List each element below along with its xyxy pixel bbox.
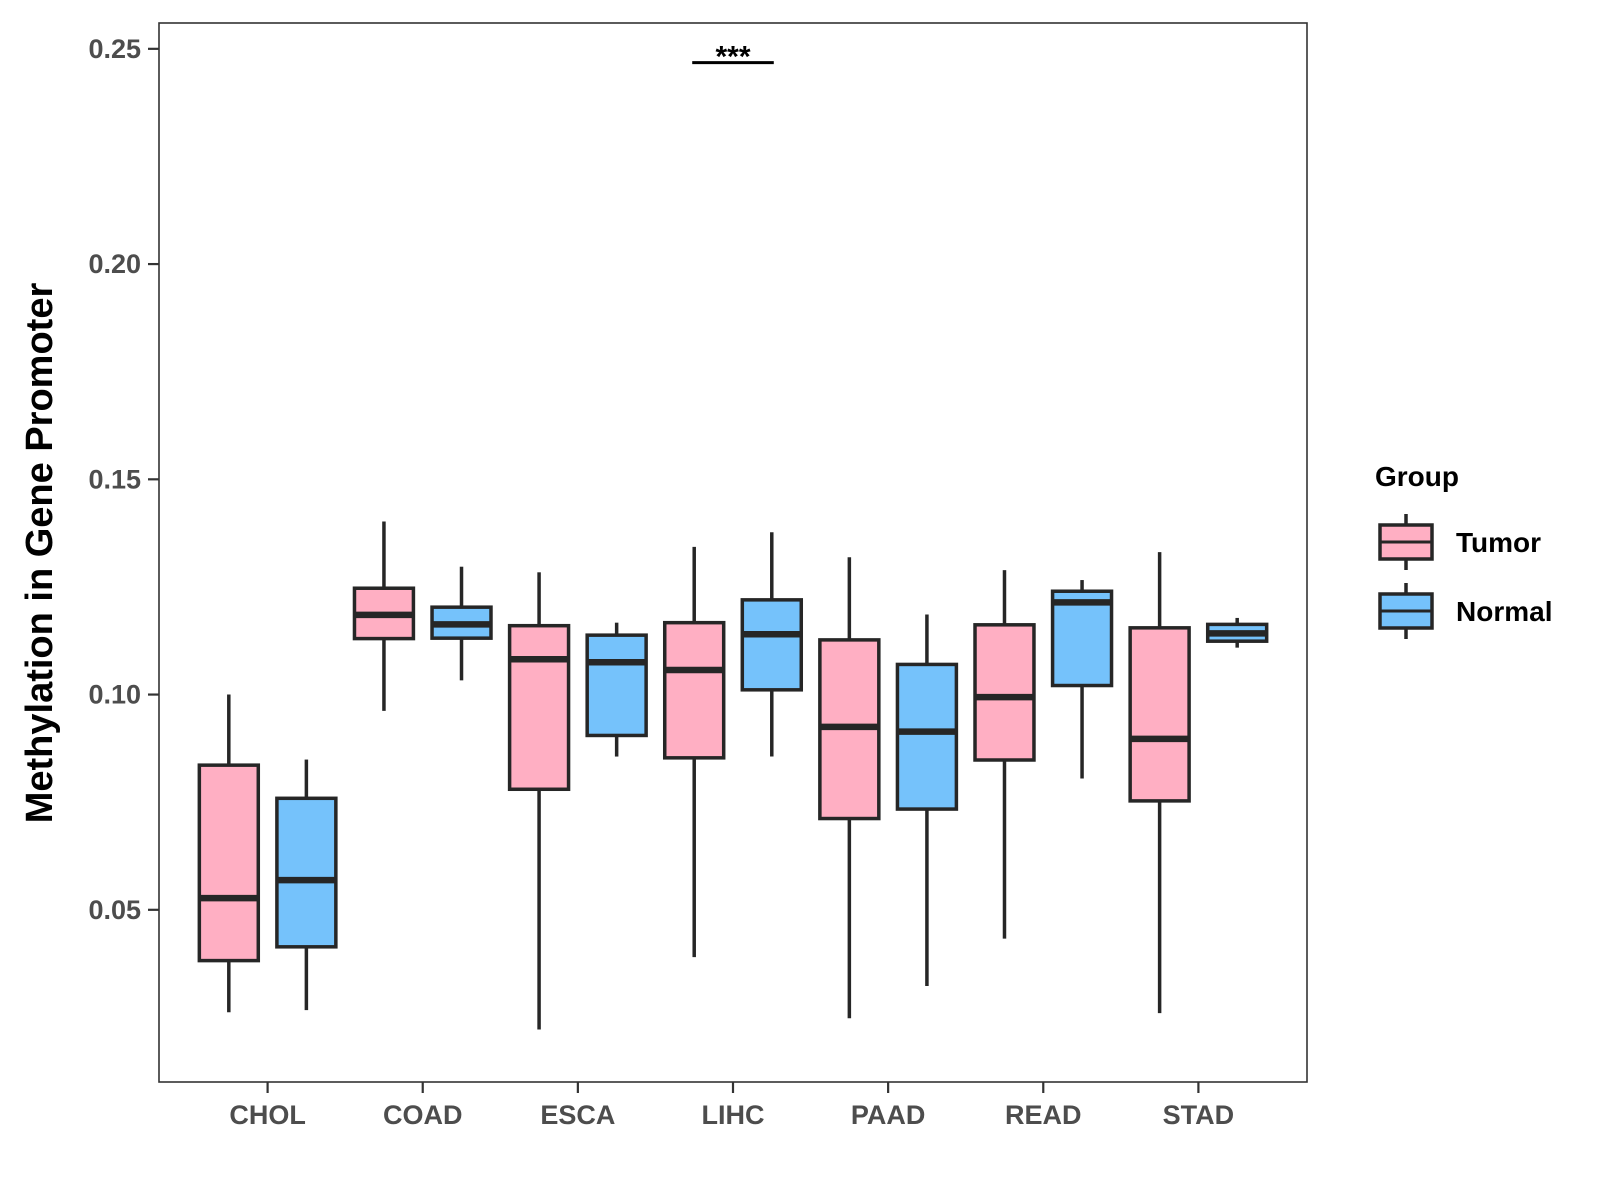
x-axis: CHOL COAD ESCA LIHC PAAD READ STAD — [229, 1082, 1234, 1130]
box-tumor-paad — [818, 557, 881, 1019]
box-normal-stad — [1205, 617, 1269, 648]
legend: Group Tumor Normal — [1375, 461, 1552, 639]
legend-title: Group — [1375, 461, 1459, 492]
box-tumor-coad — [352, 521, 416, 711]
x-tick-label: STAD — [1163, 1100, 1235, 1130]
x-tick-label: PAAD — [851, 1100, 926, 1130]
boxes-layer — [197, 521, 1269, 1030]
x-tick-label: CHOL — [229, 1100, 306, 1130]
box-tumor-chol — [197, 694, 261, 1013]
box-iqr — [1050, 589, 1114, 688]
box-normal-read — [1050, 580, 1114, 779]
box-iqr — [197, 763, 261, 963]
box-tumor-lihc — [662, 546, 726, 958]
box-iqr — [895, 662, 959, 811]
significance-label: *** — [715, 41, 750, 74]
box-normal-esca — [585, 622, 648, 757]
y-axis-title: Methylation in Gene Promoter — [19, 283, 61, 824]
y-tick-label: 0.15 — [88, 464, 141, 494]
y-tick-label: 0.25 — [88, 34, 141, 64]
legend-label: Tumor — [1456, 527, 1541, 558]
y-tick-label: 0.05 — [88, 895, 141, 925]
series-normal — [275, 532, 1269, 1011]
box-normal-chol — [275, 759, 338, 1011]
legend-label: Normal — [1456, 596, 1552, 627]
x-tick-label: COAD — [383, 1100, 463, 1130]
box-iqr — [740, 598, 804, 692]
box-tumor-esca — [507, 572, 571, 1030]
significance-annotations: *** — [692, 41, 774, 74]
y-axis: 0.05 0.10 0.15 0.20 0.25 — [88, 34, 159, 925]
box-iqr — [507, 623, 571, 792]
box-tumor-stad — [1128, 552, 1191, 1014]
box-tumor-read — [973, 570, 1036, 939]
x-tick-label: LIHC — [702, 1100, 765, 1130]
box-iqr — [1128, 626, 1191, 803]
box-normal-lihc — [740, 532, 804, 757]
x-tick-label: ESCA — [540, 1100, 615, 1130]
legend-item-tumor: Tumor — [1378, 514, 1541, 570]
x-tick-label: READ — [1005, 1100, 1082, 1130]
y-tick-label: 0.20 — [88, 249, 141, 279]
box-iqr — [275, 796, 338, 949]
box-iqr — [662, 620, 726, 760]
legend-item-normal: Normal — [1378, 583, 1552, 639]
box-normal-paad — [895, 614, 959, 987]
y-tick-label: 0.10 — [88, 680, 141, 710]
box-normal-coad — [430, 566, 493, 681]
box-iqr — [973, 623, 1036, 762]
box-iqr — [585, 633, 648, 738]
series-tumor — [197, 521, 1191, 1030]
